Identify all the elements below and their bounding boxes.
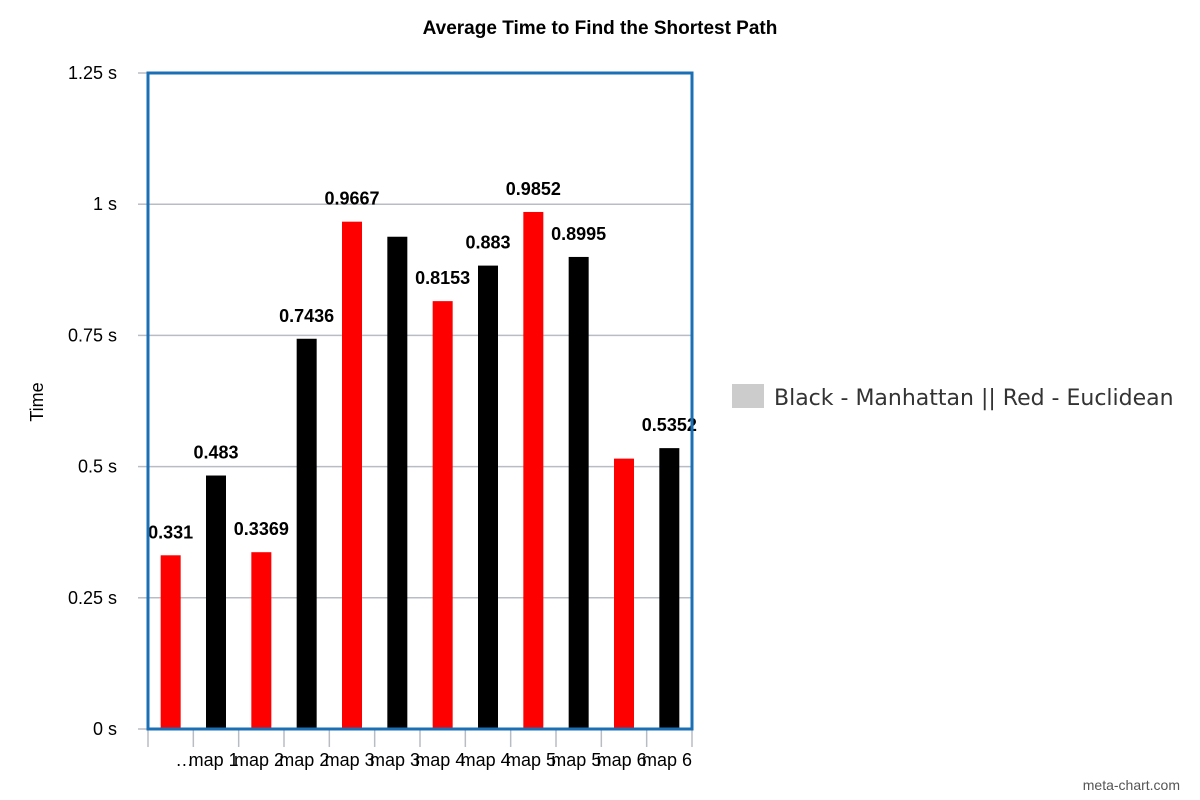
data-label: 0.883 bbox=[465, 233, 510, 253]
bar[interactable] bbox=[659, 448, 680, 729]
bar[interactable] bbox=[296, 338, 317, 729]
legend-label: Black - Manhattan || Red - Euclidean bbox=[774, 386, 1174, 411]
y-tick-label: 0.75 s bbox=[68, 325, 117, 345]
bar[interactable] bbox=[568, 256, 589, 729]
y-tick-label: 0 s bbox=[93, 719, 117, 739]
x-tick-label: map 6 bbox=[597, 750, 647, 770]
data-label: 0.9852 bbox=[506, 179, 561, 199]
y-axis-label: Time bbox=[27, 382, 47, 421]
x-tick-label: map 5 bbox=[551, 750, 601, 770]
data-label: 0.8995 bbox=[551, 224, 606, 244]
x-tick-label: map 4 bbox=[461, 750, 511, 770]
x-tick-label: map 3 bbox=[370, 750, 420, 770]
data-label: 0.5352 bbox=[642, 415, 697, 435]
data-label: 0.331 bbox=[148, 522, 193, 542]
y-tick-label: 1 s bbox=[93, 194, 117, 214]
x-tick-label: map 2 bbox=[234, 750, 284, 770]
bar[interactable] bbox=[523, 211, 544, 729]
data-label: 0.8153 bbox=[415, 268, 470, 288]
bar[interactable] bbox=[160, 555, 181, 729]
x-tick-label: … bbox=[175, 750, 193, 770]
data-label: 0.3369 bbox=[234, 519, 289, 539]
data-labels: 0.331 0.483 0.3369 0.7436 0.9667 0.8153 0.883 0… bbox=[148, 179, 697, 542]
x-tick-label: map 2 bbox=[279, 750, 329, 770]
x-tick-label: map 5 bbox=[506, 750, 556, 770]
data-label: 0.483 bbox=[193, 443, 238, 463]
legend[interactable]: Black - Manhattan || Red - Euclidean bbox=[732, 384, 1174, 411]
y-tick-label: 0.25 s bbox=[68, 588, 117, 608]
bar[interactable] bbox=[387, 236, 408, 729]
legend-swatch bbox=[732, 384, 764, 408]
data-label: 0.9667 bbox=[324, 189, 379, 209]
bars bbox=[160, 211, 680, 729]
x-tick-label: map 6 bbox=[642, 750, 692, 770]
y-axis-ticks: 0 s 0.25 s 0.5 s 0.75 s 1 s 1.25 s bbox=[68, 63, 148, 739]
x-tick-label: map 3 bbox=[325, 750, 375, 770]
x-tick-label: map 1 bbox=[189, 750, 239, 770]
bar[interactable] bbox=[432, 301, 453, 729]
y-tick-label: 0.5 s bbox=[78, 457, 117, 477]
bar[interactable] bbox=[342, 221, 362, 729]
gridlines bbox=[148, 72, 692, 730]
credit-text[interactable]: meta-chart.com bbox=[1083, 777, 1180, 793]
chart-title: Average Time to Find the Shortest Path bbox=[423, 18, 778, 39]
bar[interactable] bbox=[251, 552, 272, 729]
bar[interactable] bbox=[206, 475, 226, 729]
x-tick-label: map 4 bbox=[415, 750, 465, 770]
bar[interactable] bbox=[478, 265, 498, 729]
plot-frame bbox=[146, 71, 694, 731]
y-tick-label: 1.25 s bbox=[68, 63, 117, 83]
data-label: 0.7436 bbox=[279, 306, 334, 326]
bar[interactable] bbox=[614, 458, 634, 729]
